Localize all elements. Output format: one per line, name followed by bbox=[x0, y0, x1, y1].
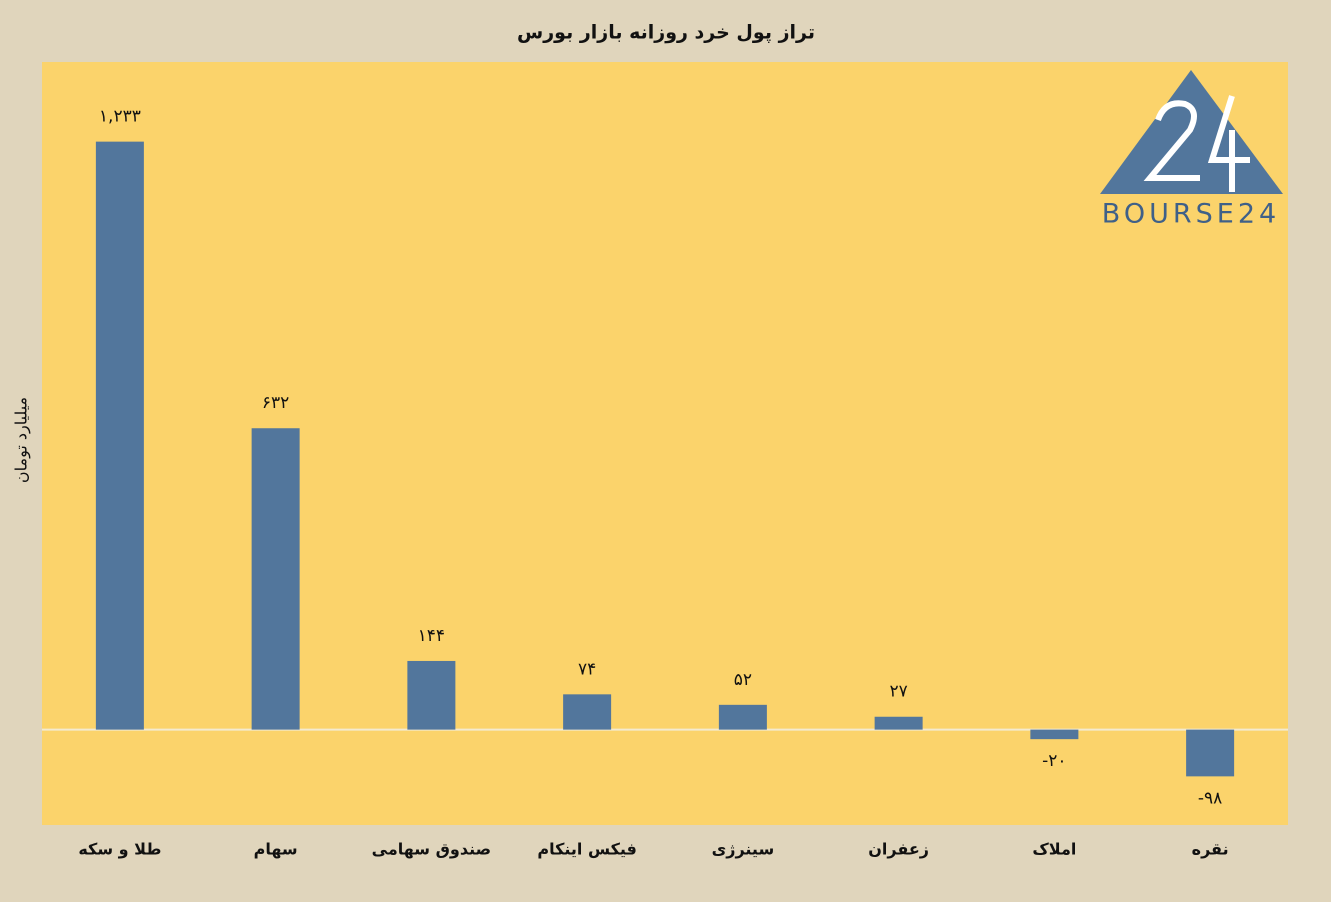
x-tick-label: سینرژی bbox=[712, 840, 775, 859]
bar bbox=[251, 428, 300, 730]
value-label: ۶۳۲ bbox=[262, 393, 289, 413]
value-label: -۹۸ bbox=[1198, 788, 1222, 808]
bar bbox=[874, 716, 923, 730]
x-tick-label: زعفران bbox=[868, 840, 929, 859]
logo-two bbox=[1143, 100, 1200, 181]
value-label: ۷۴ bbox=[578, 659, 596, 679]
logo-text: BOURSE24 bbox=[1102, 199, 1280, 230]
x-tick-label: صندوق سهامی bbox=[372, 840, 491, 859]
bar bbox=[1030, 729, 1079, 740]
y-axis-label: میلیارد تومان bbox=[12, 397, 32, 483]
value-label: -۲۰ bbox=[1042, 751, 1066, 771]
value-label: ۵۲ bbox=[734, 670, 752, 690]
value-label: ۲۷ bbox=[889, 682, 907, 702]
logo-four bbox=[1207, 95, 1250, 192]
chart-title: تراز پول خرد روزانه بازار بورس bbox=[517, 22, 815, 44]
bar bbox=[718, 704, 767, 730]
bar bbox=[563, 694, 612, 730]
bar bbox=[1186, 729, 1235, 777]
plot-area bbox=[42, 62, 1288, 825]
bar bbox=[407, 660, 456, 730]
x-tick-label: طلا و سکه bbox=[78, 840, 161, 859]
x-tick-label: املاک bbox=[1032, 840, 1076, 859]
x-tick-label: سهام bbox=[254, 840, 298, 859]
x-tick-label: فیکس اینکام bbox=[537, 840, 637, 859]
value-label: ۱۴۴ bbox=[418, 626, 445, 646]
bar bbox=[95, 141, 144, 730]
x-tick-label: نقره bbox=[1192, 840, 1229, 859]
value-label: ۱,۲۳۳ bbox=[99, 107, 141, 127]
logo: BOURSE24 bbox=[1100, 70, 1283, 230]
